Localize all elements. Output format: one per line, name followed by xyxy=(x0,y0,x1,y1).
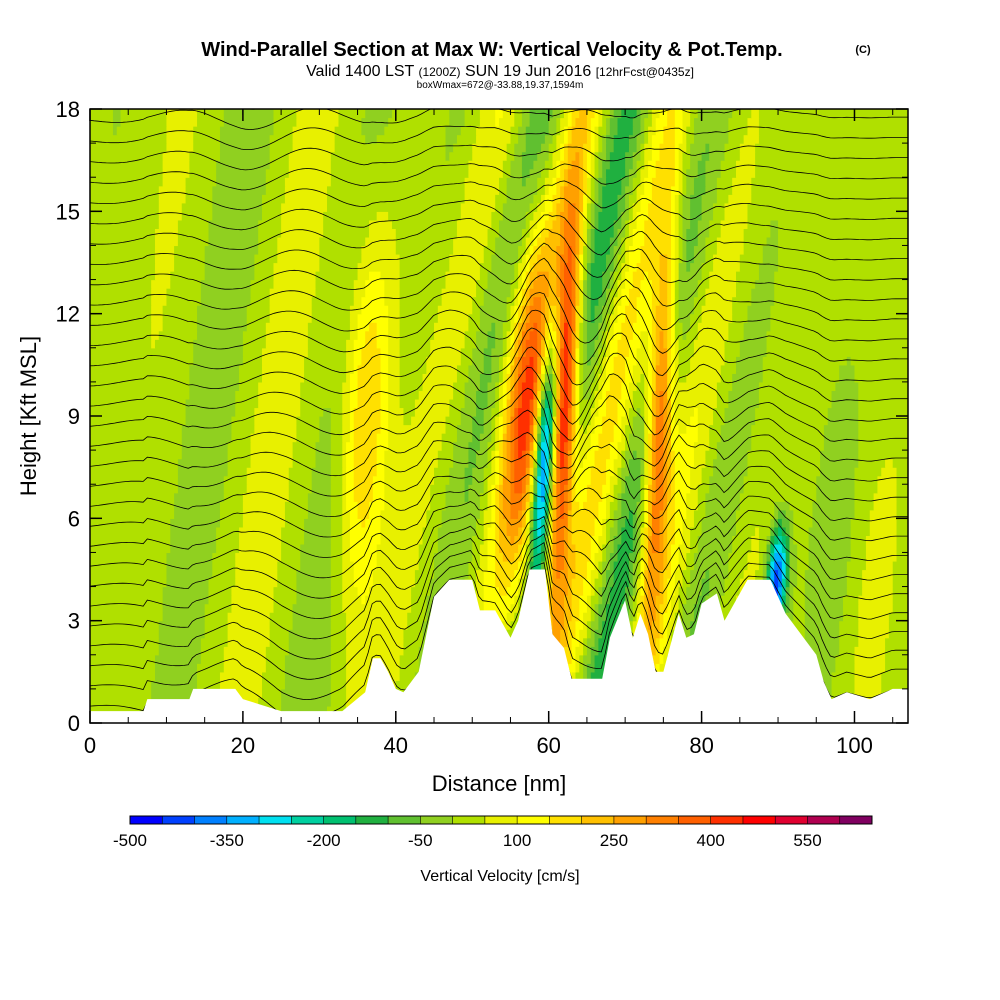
colorbar-tick-label: 100 xyxy=(503,831,531,850)
x-tick-label: 80 xyxy=(689,733,713,758)
x-tick-label: 100 xyxy=(836,733,873,758)
isentrope-line xyxy=(90,481,908,558)
colorbar-swatch xyxy=(452,816,486,824)
y-tick-label: 15 xyxy=(56,199,80,224)
isentrope-line xyxy=(90,180,908,211)
isentrope-line xyxy=(90,431,908,497)
isentrope-line xyxy=(90,409,908,477)
colorbar-swatch xyxy=(484,816,518,824)
isentrope-line xyxy=(90,533,908,640)
isentrope-line xyxy=(90,387,908,456)
isentrope-line xyxy=(90,346,908,425)
isentrope-line xyxy=(90,541,908,660)
colorbar-tick-label: 250 xyxy=(600,831,628,850)
terrain xyxy=(90,569,908,723)
isentrope-line xyxy=(90,495,908,579)
y-tick-label: 9 xyxy=(68,404,80,429)
y-tick-label: 18 xyxy=(56,97,80,122)
isentrope-line xyxy=(90,551,908,680)
x-tick-label: 0 xyxy=(84,733,96,758)
x-axis: 0 20 40 60 80 100 xyxy=(84,109,894,758)
isentrope-line xyxy=(90,509,908,599)
x-tick-label: 60 xyxy=(536,733,560,758)
y-axis-label: Height [Kft MSL] xyxy=(16,336,41,496)
colorbar-swatch xyxy=(517,816,550,824)
colorbar-swatch xyxy=(130,816,163,824)
isentrope-line xyxy=(90,366,908,441)
theta-contours xyxy=(90,109,908,721)
colorbar-swatch xyxy=(613,816,647,824)
colorbar-swatch xyxy=(355,816,389,824)
isentrope-line xyxy=(90,562,908,700)
x-axis-label: Distance [nm] xyxy=(432,771,567,796)
isentrope-line xyxy=(90,163,908,191)
isentrope-line xyxy=(90,197,908,233)
colorbar-label: Vertical Velocity [cm/s] xyxy=(420,868,579,885)
colorbar-swatch xyxy=(388,816,421,824)
x-tick-label: 40 xyxy=(384,733,408,758)
x-tick-label: 20 xyxy=(231,733,255,758)
y-tick-label: 3 xyxy=(68,609,80,634)
colorbar-swatch xyxy=(194,816,228,824)
copyright-mark: (C) xyxy=(855,44,871,56)
colorbar-swatch xyxy=(581,816,615,824)
colorbar-swatch xyxy=(420,816,453,824)
colorbar: -500 -350 -200 -50 100 250 400 550 xyxy=(113,815,873,850)
isentrope-line xyxy=(90,450,908,518)
colorbar-tick-label: 400 xyxy=(697,831,725,850)
isentrope-line xyxy=(90,327,908,406)
isentrope-line xyxy=(90,292,908,365)
colorbar-swatch xyxy=(259,816,292,824)
colorbar-tick-label: -350 xyxy=(210,831,244,850)
colorbar-swatch xyxy=(549,816,582,824)
isentrope-line xyxy=(90,125,908,150)
valid-utc: (1200Z) xyxy=(418,65,460,79)
isentrope-line xyxy=(90,228,908,278)
colorbar-tick-label: -200 xyxy=(307,831,341,850)
valid-prefix: Valid 1400 LST xyxy=(306,63,414,80)
colorbar-swatch xyxy=(710,816,744,824)
valid-time-line: Valid 1400 LST (1200Z) SUN 19 Jun 2016 [… xyxy=(306,63,694,80)
valid-date: SUN 19 Jun 2016 xyxy=(465,63,591,80)
colorbar-swatch xyxy=(162,816,195,824)
colorbar-swatch xyxy=(226,816,260,824)
y-axis: 0 3 6 9 12 15 18 xyxy=(56,97,908,736)
colorbar-swatch xyxy=(807,816,841,824)
y-tick-label: 12 xyxy=(56,302,80,327)
colorbar-swatch xyxy=(678,816,711,824)
box-info: boxWmax=672@-33.88,19.37,1594m xyxy=(417,80,584,91)
colorbar-swatch xyxy=(323,816,357,824)
isentrope-line xyxy=(90,523,908,619)
colorbar-tick-label: 550 xyxy=(793,831,821,850)
isentrope-line xyxy=(90,257,908,322)
isentrope-line xyxy=(90,309,908,386)
chart-title: Wind-Parallel Section at Max W: Vertical… xyxy=(201,39,782,61)
forecast-tag: [12hrFcst@0435z] xyxy=(596,65,694,79)
colorbar-swatch xyxy=(839,816,873,824)
y-tick-label: 0 xyxy=(68,711,80,736)
colorbar-tick-label: -500 xyxy=(113,831,147,850)
y-tick-label: 6 xyxy=(68,506,80,531)
plot-area xyxy=(90,109,908,723)
colorbar-swatch xyxy=(742,816,776,824)
isentrope-line xyxy=(90,144,908,171)
colorbar-swatch xyxy=(775,816,808,824)
colorbar-swatch xyxy=(291,816,324,824)
colorbar-swatch xyxy=(646,816,679,824)
isentrope-line xyxy=(90,465,908,538)
isentrope-line xyxy=(90,242,908,300)
isentrope-line xyxy=(90,274,908,344)
isentrope-line xyxy=(90,214,908,256)
colorbar-tick-label: -50 xyxy=(408,831,433,850)
